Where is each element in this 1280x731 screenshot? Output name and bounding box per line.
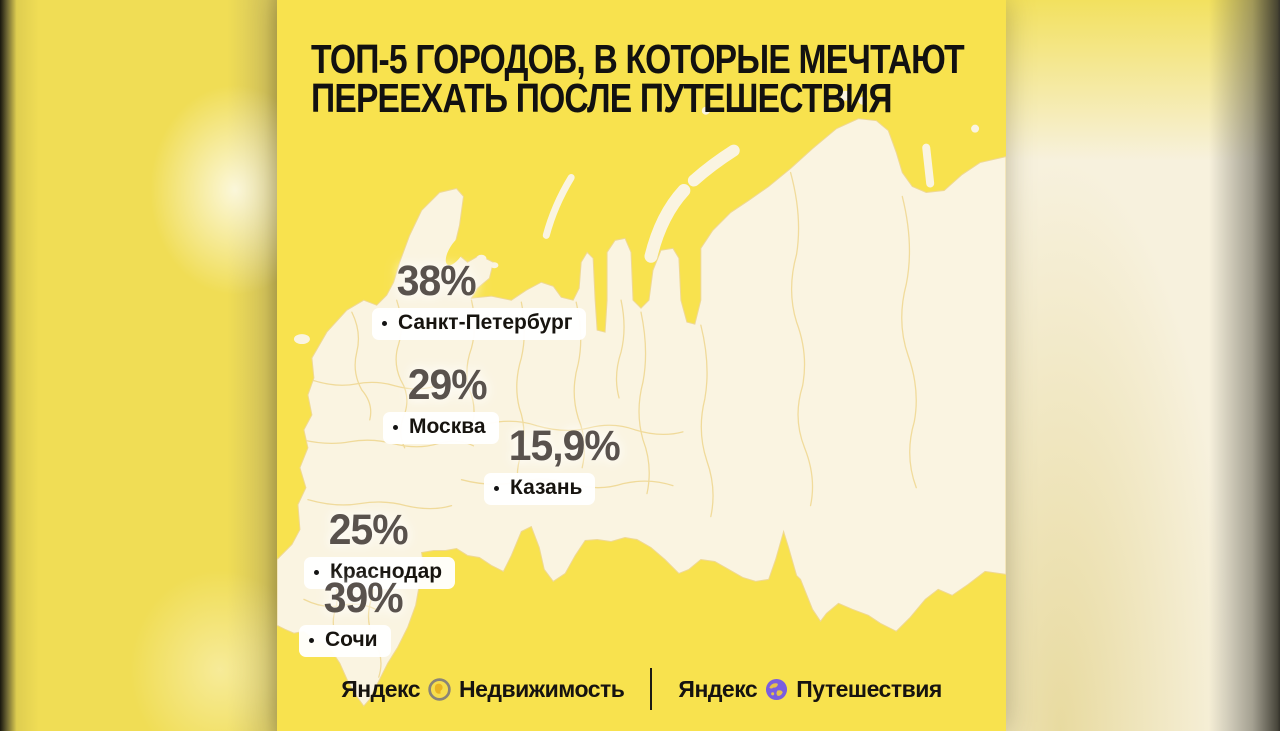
- city-percentage: 15,9%: [508, 422, 621, 470]
- yandex-realty-icon: [428, 677, 451, 701]
- footer-divider: [650, 668, 653, 710]
- city-name: Москва: [409, 415, 486, 438]
- city-label: Казань: [484, 473, 596, 505]
- city-percentage: 25%: [328, 506, 409, 554]
- city-label: Краснодар: [304, 557, 456, 589]
- city-percentage: 39%: [323, 574, 404, 622]
- city-stat-moscow: 29% Москва: [383, 364, 499, 444]
- city-stat-spb: 38% Санкт-Петербург: [372, 260, 586, 340]
- city-percentage: 38%: [396, 257, 477, 305]
- russia-landmass: [277, 118, 1006, 707]
- city-name: Сочи: [325, 628, 378, 651]
- infographic-panel: ТОП-5 ГОРОДОВ, В КОТОРЫЕ МЕЧТАЮТ ПЕРЕЕХА…: [277, 0, 1006, 731]
- city-marker-dot: [382, 320, 387, 326]
- city-marker-dot: [494, 485, 499, 491]
- russia-map: [277, 90, 1006, 707]
- city-stat-kazan: 15,9% Казань: [484, 425, 627, 505]
- page-title: ТОП-5 ГОРОДОВ, В КОТОРЫЕ МЕЧТАЮТ ПЕРЕЕХА…: [311, 36, 965, 121]
- city-label: Сочи: [299, 625, 391, 657]
- city-marker-dot: [393, 424, 398, 430]
- brand-name: Путешествия: [796, 675, 942, 702]
- city-name: Краснодар: [330, 560, 443, 583]
- title-line-1: ТОП-5 ГОРОДОВ, В КОТОРЫЕ МЕЧТАЮТ: [311, 36, 965, 82]
- title-line-2: ПЕРЕЕХАТЬ ПОСЛЕ ПУТЕШЕСТВИЯ: [311, 75, 893, 121]
- city-marker-dot: [314, 569, 319, 575]
- yandex-realty-logo: Яндекс Недвижимость: [341, 675, 625, 703]
- brand-prefix: Яндекс: [341, 675, 421, 702]
- brand-name: Недвижимость: [459, 675, 625, 702]
- city-name: Казань: [510, 476, 583, 499]
- white-sea: [445, 235, 468, 266]
- city-label: Санкт-Петербург: [372, 308, 586, 340]
- city-label: Москва: [383, 412, 499, 444]
- city-marker-dot: [309, 637, 314, 643]
- yandex-travel-icon: [765, 678, 788, 701]
- footer-logos: Яндекс Недвижимость Яндекс: [277, 664, 1006, 714]
- city-stat-sochi: 39% Сочи: [299, 577, 408, 657]
- city-name: Санкт-Петербург: [398, 311, 573, 334]
- brand-prefix: Яндекс: [678, 675, 758, 702]
- arctic-islands: [542, 143, 935, 263]
- small-islands: [293, 90, 980, 345]
- blurred-backdrop-left: [0, 0, 320, 731]
- city-percentage: 29%: [407, 361, 488, 409]
- blurred-backdrop-right: [1006, 0, 1280, 731]
- city-stat-krasnodar: 25% Краснодар: [304, 506, 456, 589]
- yandex-travel-logo: Яндекс Путешествия: [678, 675, 942, 703]
